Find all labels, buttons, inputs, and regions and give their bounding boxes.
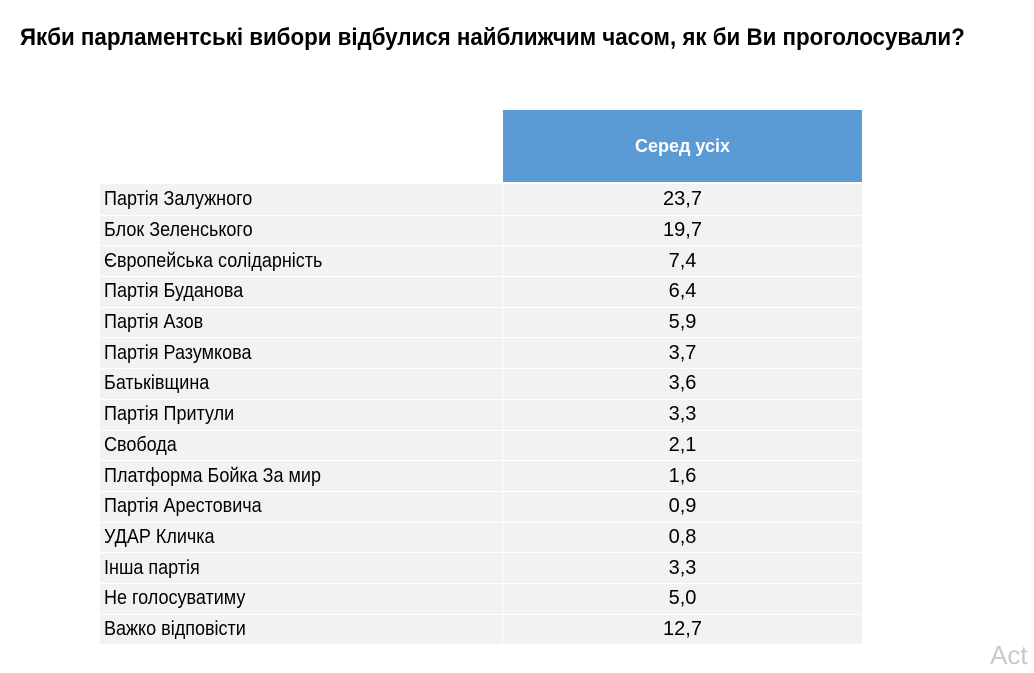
party-label: Блок Зеленського — [104, 219, 253, 242]
value-cell: 3,3 — [503, 553, 862, 583]
column-header: Серед усіх — [503, 110, 862, 184]
party-label: Батьківщина — [104, 372, 210, 395]
party-label-cell: Свобода — [100, 430, 503, 461]
party-label: Партія Буданова — [104, 280, 244, 303]
header-blank-cell — [100, 110, 503, 184]
value-cell: 23,7 — [503, 184, 862, 215]
table-row: Батьківщина 3,6 — [100, 368, 862, 399]
party-label-cell: Партія Разумкова — [100, 338, 503, 369]
table-row: Свобода 2,1 — [100, 429, 862, 461]
table-row: Не голосуватиму 5,0 — [100, 582, 862, 614]
value-cell: 6,4 — [503, 277, 862, 307]
party-label-cell: Партія Залужного — [100, 184, 503, 215]
party-label-cell: Партія Притули — [100, 399, 503, 430]
party-label-cell: Європейська солідарність — [100, 246, 503, 277]
party-label: Партія Арестовича — [104, 495, 262, 518]
party-label: Свобода — [104, 433, 177, 456]
results-table: Серед усіх Партія Залужного 23,7 Блок Зеле… — [100, 110, 862, 645]
party-label: Інша партія — [104, 556, 200, 579]
party-label-cell: УДАР Кличка — [100, 522, 503, 553]
table-row: Платформа Бойка За мир 1,6 — [100, 460, 862, 491]
table-row: Європейська солідарність 7,4 — [100, 245, 862, 277]
value-cell: 0,9 — [503, 491, 862, 522]
party-label: Не голосуватиму — [104, 587, 246, 610]
party-label-cell: Партія Арестовича — [100, 491, 503, 522]
value-cell: 19,7 — [503, 215, 862, 246]
party-label: Партія Разумкова — [104, 341, 252, 364]
table-row: Блок Зеленського 19,7 — [100, 214, 862, 246]
page-title: Якби парламентські вибори відбулися найб… — [20, 24, 965, 51]
value-cell: 2,1 — [503, 430, 862, 461]
party-label: Європейська солідарність — [104, 249, 323, 272]
party-label: Важко відповісти — [104, 617, 246, 640]
table-row: Партія Разумкова 3,7 — [100, 337, 862, 369]
party-label: Партія Залужного — [104, 187, 253, 210]
table-row: Інша партія 3,3 — [100, 552, 862, 583]
table-row: УДАР Кличка 0,8 — [100, 521, 862, 553]
value-cell: 3,3 — [503, 399, 862, 430]
value-cell: 0,8 — [503, 522, 862, 553]
value-cell: 3,6 — [503, 369, 862, 399]
party-label-cell: Платформа Бойка За мир — [100, 461, 503, 491]
table-row: Партія Арестовича 0,9 — [100, 490, 862, 522]
party-label: Платформа Бойка За мир — [104, 464, 322, 487]
table-row: Партія Азов 5,9 — [100, 306, 862, 338]
party-label: Партія Притули — [104, 403, 235, 426]
value-cell: 5,9 — [503, 307, 862, 338]
table-row: Партія Притули 3,3 — [100, 398, 862, 430]
watermark-text: Act — [990, 640, 1028, 670]
value-cell: 7,4 — [503, 246, 862, 277]
party-label-cell: Блок Зеленського — [100, 215, 503, 246]
party-label-cell: Партія Буданова — [100, 277, 503, 307]
value-cell: 5,0 — [503, 583, 862, 614]
value-cell: 3,7 — [503, 338, 862, 369]
party-label-cell: Партія Азов — [100, 307, 503, 338]
table-header-row: Серед усіх — [100, 110, 862, 184]
value-cell: 12,7 — [503, 614, 862, 645]
party-label: УДАР Кличка — [104, 525, 215, 548]
table-row: Партія Залужного 23,7 — [100, 184, 862, 215]
value-cell: 1,6 — [503, 461, 862, 491]
table-body: Партія Залужного 23,7 Блок Зеленського 19,7… — [100, 184, 862, 645]
table-row: Партія Буданова 6,4 — [100, 276, 862, 307]
party-label: Партія Азов — [104, 311, 204, 334]
party-label-cell: Важко відповісти — [100, 614, 503, 645]
party-label-cell: Інша партія — [100, 553, 503, 583]
table-row: Важко відповісти 12,7 — [100, 613, 862, 645]
party-label-cell: Батьківщина — [100, 369, 503, 399]
party-label-cell: Не голосуватиму — [100, 583, 503, 614]
